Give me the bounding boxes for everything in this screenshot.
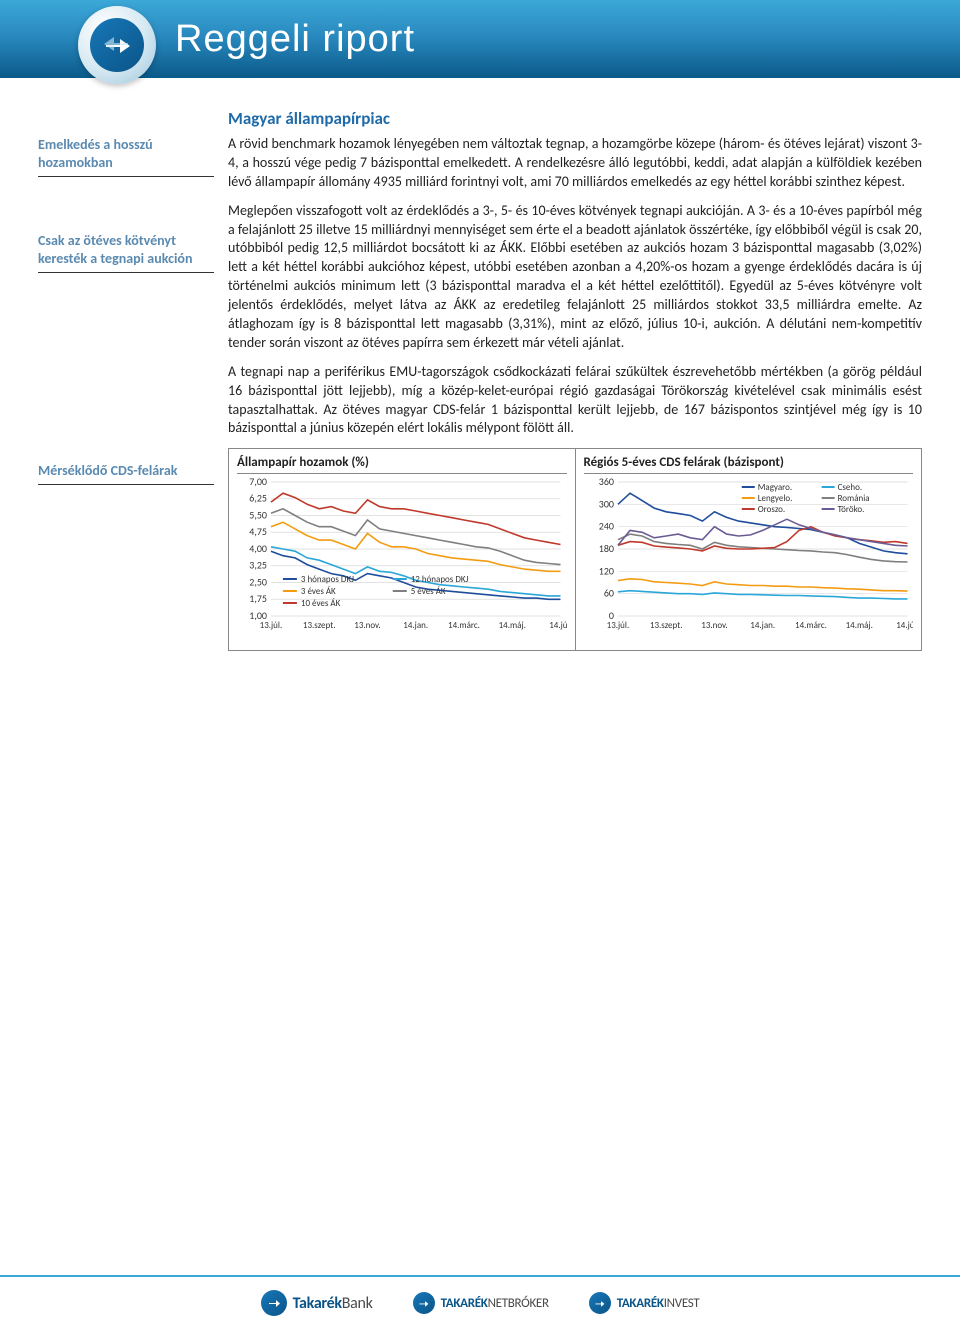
svg-text:14.jan.: 14.jan.: [750, 620, 775, 631]
arrow-circle-icon: [413, 1292, 435, 1314]
svg-text:10 éves ÁK: 10 éves ÁK: [301, 598, 341, 609]
svg-text:Oroszo.: Oroszo.: [757, 504, 784, 515]
svg-text:13.szept.: 13.szept.: [649, 620, 682, 631]
chart-yields-title: Állampapír hozamok (%): [237, 455, 567, 474]
svg-text:7,00: 7,00: [249, 478, 267, 488]
chart-cds-title: Régiós 5-éves CDS felárak (bázispont): [584, 455, 914, 474]
svg-text:13.nov.: 13.nov.: [354, 620, 380, 631]
chart-yields-area: 1,001,752,503,254,004,755,506,257,0013.j…: [237, 478, 567, 646]
left-column: Emelkedés a hosszú hozamokban Csak az öt…: [38, 108, 228, 651]
paragraph-1: A rövid benchmark hozamok lényegében nem…: [228, 135, 922, 192]
svg-text:60: 60: [603, 587, 613, 600]
footer-logo-invest: TAKARÉKINVEST: [589, 1292, 700, 1314]
svg-text:3,25: 3,25: [249, 559, 267, 572]
svg-text:6,25: 6,25: [249, 492, 267, 505]
side-label-3: Mérséklődő CDS-felárak: [38, 462, 214, 485]
svg-text:14.jan.: 14.jan.: [403, 620, 428, 631]
footer-logo-takarekbank: TakarékBank: [261, 1290, 373, 1316]
svg-text:12 hónapos DKJ: 12 hónapos DKJ: [411, 574, 469, 585]
svg-text:Lengyelo.: Lengyelo.: [757, 493, 792, 504]
arrow-circle-icon: [589, 1292, 611, 1314]
svg-text:Töröko.: Töröko.: [837, 504, 864, 515]
arrow-circle-icon: [90, 18, 144, 72]
svg-text:300: 300: [598, 498, 613, 511]
svg-text:3 hónapos DKJ: 3 hónapos DKJ: [301, 574, 354, 585]
svg-text:5,50: 5,50: [249, 509, 267, 522]
svg-text:Cseho.: Cseho.: [837, 482, 861, 493]
svg-text:14.júl.: 14.júl.: [549, 620, 566, 631]
header-bar: Reggeli riport: [0, 0, 960, 78]
paragraph-3: A tegnapi nap a periférikus EMU-tagorszá…: [228, 363, 922, 439]
paragraph-2: Meglepően visszafogott volt az érdeklődé…: [228, 202, 922, 353]
right-column: Magyar állampapírpiac A rövid benchmark …: [228, 108, 922, 651]
svg-text:14.márc.: 14.márc.: [448, 620, 480, 631]
arrow-circle-icon: [261, 1290, 287, 1316]
svg-text:3 éves ÁK: 3 éves ÁK: [301, 586, 336, 597]
footer-brand-text: TAKARÉKINVEST: [617, 1296, 700, 1311]
svg-text:1,75: 1,75: [249, 593, 267, 606]
svg-text:2,50: 2,50: [249, 576, 267, 589]
svg-text:180: 180: [598, 542, 613, 555]
svg-text:5 éves ÁK: 5 éves ÁK: [411, 586, 446, 597]
svg-text:Magyaro.: Magyaro.: [757, 482, 791, 493]
footer-brand-text: TAKARÉKNETBRÓKER: [441, 1296, 549, 1311]
footer-brand-text: TakarékBank: [293, 1294, 373, 1313]
svg-text:360: 360: [598, 478, 613, 488]
header-title: Reggeli riport: [175, 18, 415, 61]
footer-logo-netbroker: TAKARÉKNETBRÓKER: [413, 1292, 549, 1314]
header-logo-icon: [78, 6, 156, 84]
svg-text:4,75: 4,75: [249, 526, 267, 539]
section-title: Magyar állampapírpiac: [228, 108, 922, 129]
svg-text:14.júl.: 14.júl.: [896, 620, 913, 631]
footer-bar: TakarékBank TAKARÉKNETBRÓKER TAKARÉKINVE…: [0, 1275, 960, 1329]
chart-cds-area: 06012018024030036013.júl.13.szept.13.nov…: [584, 478, 914, 646]
side-label-2: Csak az ötéves kötvényt keresték a tegna…: [38, 232, 214, 273]
svg-text:240: 240: [598, 520, 613, 533]
charts-row: Állampapír hozamok (%) 1,001,752,503,254…: [228, 448, 922, 651]
chart-cds: Régiós 5-éves CDS felárak (bázispont) 06…: [575, 449, 922, 650]
svg-text:120: 120: [598, 565, 613, 578]
svg-text:4,00: 4,00: [249, 542, 267, 555]
svg-text:13.nov.: 13.nov.: [701, 620, 727, 631]
svg-text:13.júl.: 13.júl.: [260, 620, 283, 631]
svg-text:14.márc.: 14.márc.: [795, 620, 827, 631]
svg-text:14.máj.: 14.máj.: [845, 620, 872, 631]
page-content: Emelkedés a hosszú hozamokban Csak az öt…: [0, 78, 960, 651]
side-label-1: Emelkedés a hosszú hozamokban: [38, 136, 214, 177]
svg-text:14.máj.: 14.máj.: [499, 620, 526, 631]
svg-text:13.szept.: 13.szept.: [303, 620, 336, 631]
svg-text:Románia: Románia: [837, 493, 869, 504]
svg-text:13.júl.: 13.júl.: [606, 620, 629, 631]
chart-yields: Állampapír hozamok (%) 1,001,752,503,254…: [229, 449, 575, 650]
